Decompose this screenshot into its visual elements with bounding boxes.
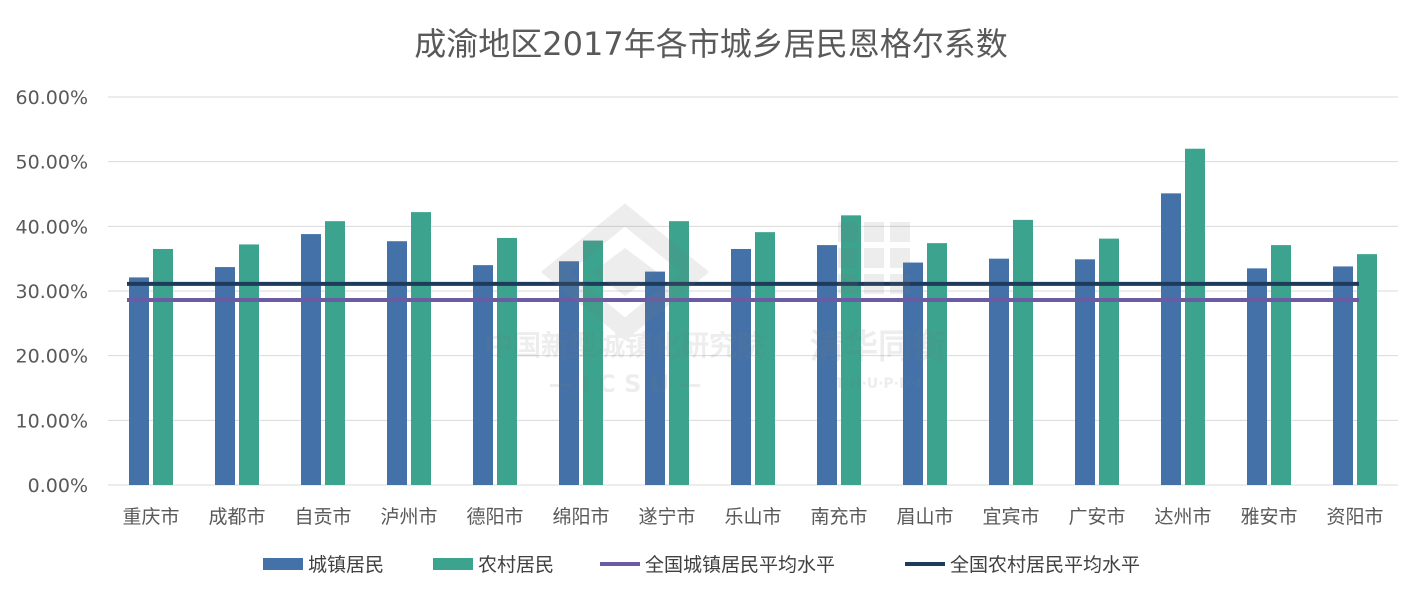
gridlines — [108, 96, 1398, 486]
legend-swatch — [433, 558, 473, 570]
bar-rural — [755, 232, 775, 485]
x-tick-label: 德阳市 — [466, 506, 523, 528]
y-tick-label: 10.00% — [16, 410, 88, 432]
bar-urban — [1333, 266, 1353, 485]
bar-urban — [129, 277, 149, 485]
y-tick-label: 60.00% — [16, 87, 88, 109]
y-tick-label: 40.00% — [16, 216, 88, 238]
watermark: 中国新型城镇化研究院 — I C S U — 清华同衡 T·H·U·P·D·I — [485, 203, 946, 398]
bar-urban — [301, 234, 321, 485]
x-tick-label: 自贡市 — [294, 506, 351, 528]
x-tick-label: 绵阳市 — [552, 506, 609, 528]
legend-label: 全国城镇居民平均水平 — [645, 554, 835, 576]
x-tick-label: 重庆市 — [122, 506, 179, 528]
thupdi-logo-icon — [838, 222, 910, 294]
bar-rural — [1185, 148, 1205, 485]
bar-rural — [325, 221, 345, 485]
reference-lines — [127, 281, 1359, 303]
chart-title: 成渝地区2017年各市城乡居民恩格尔系数 — [414, 25, 1007, 63]
legend-swatch — [263, 558, 303, 570]
bar-urban — [645, 271, 665, 485]
bar-rural — [1099, 238, 1119, 485]
legend-label: 城镇居民 — [308, 554, 384, 576]
watermark-left-sub: — I C S U — — [548, 370, 701, 398]
bar-rural — [1013, 219, 1033, 485]
y-axis: 0.00% 10.00% 20.00% 30.00% 40.00% 50.00% 60.00… — [16, 87, 88, 497]
bar-urban — [387, 241, 407, 485]
bar-urban — [215, 267, 235, 485]
legend-label: 农村居民 — [478, 554, 554, 576]
bar-urban — [1075, 259, 1095, 485]
x-tick-label: 成都市 — [208, 506, 265, 528]
bar-rural — [1271, 245, 1291, 485]
icsu-logo-icon — [540, 203, 710, 341]
x-tick-label: 眉山市 — [896, 506, 953, 528]
bar-urban — [903, 262, 923, 485]
bar-rural — [411, 212, 431, 485]
y-tick-label: 20.00% — [16, 346, 88, 368]
bar-rural — [153, 248, 173, 485]
x-tick-label: 泸州市 — [380, 506, 437, 528]
watermark-right-title: 清华同衡 — [810, 327, 946, 367]
y-tick-label: 50.00% — [16, 152, 88, 174]
y-tick-label: 30.00% — [16, 281, 88, 303]
bar-urban — [1161, 193, 1181, 485]
bar-rural — [927, 243, 947, 485]
x-tick-label: 广安市 — [1068, 506, 1125, 528]
x-tick-label: 雅安市 — [1240, 506, 1297, 528]
x-tick-label: 宜宾市 — [982, 506, 1039, 528]
x-tick-label: 南充市 — [810, 506, 867, 528]
x-tick-label: 遂宁市 — [638, 506, 695, 528]
bar-urban — [817, 245, 837, 485]
bar-rural — [669, 221, 689, 485]
bar-urban — [731, 248, 751, 485]
y-tick-label: 0.00% — [28, 475, 88, 497]
legend: 城镇居民 农村居民 全国城镇居民平均水平 全国农村居民平均水平 — [263, 554, 1140, 576]
bar-urban — [989, 258, 1009, 485]
bar-rural — [1357, 254, 1377, 485]
x-tick-label: 乐山市 — [724, 506, 781, 528]
bar-urban — [1247, 268, 1267, 485]
watermark-right-sub: T·H·U·P·D·I — [835, 376, 921, 392]
bars — [129, 148, 1377, 485]
x-tick-label: 达州市 — [1154, 506, 1211, 528]
x-tick-label: 资阳市 — [1326, 506, 1383, 528]
bar-rural — [239, 244, 259, 485]
x-axis: 重庆市 成都市 自贡市 泸州市 德阳市 绵阳市 遂宁市 乐山市 南充市 眉山市 宜宾市 广安市 达州市 雅… — [122, 506, 1383, 528]
legend-label: 全国农村居民平均水平 — [950, 554, 1140, 576]
bar-urban — [473, 265, 493, 485]
bar-urban — [559, 261, 579, 485]
watermark-left-title: 中国新型城镇化研究院 — [485, 329, 765, 362]
